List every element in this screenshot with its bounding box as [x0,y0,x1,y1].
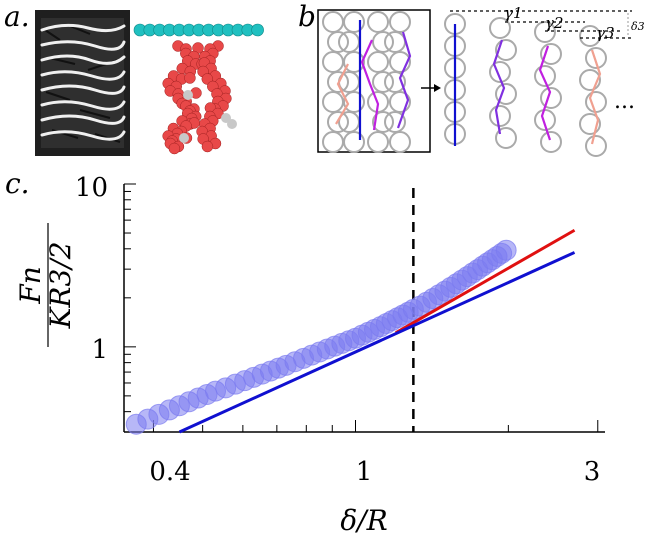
fit-line [178,251,576,434]
disc [495,39,517,61]
disc [540,43,562,65]
disc [327,31,349,53]
force-chain [335,63,350,125]
x-tick-label-3: 3 [584,457,601,487]
x-tick-label-0.4: 0.4 [149,457,190,487]
ghost-particle [227,119,237,129]
x-tick-label-1: 1 [356,457,373,487]
panel-a-simulation [133,23,264,155]
ghost-particle [183,90,193,100]
disc [489,105,511,127]
fit-line [394,228,576,335]
disc [579,113,601,135]
ellipsis: ... [614,89,635,114]
ghost-particle [179,133,189,143]
disc [495,127,517,149]
disc [540,131,562,153]
disc [540,87,562,109]
disc [579,25,601,47]
x-ticks [152,420,599,432]
panel-c-label: c. [5,167,30,200]
series-lines [178,228,576,434]
disc [534,21,556,43]
x-axis-label: δ/R [340,504,387,537]
data-point [495,239,517,261]
disc [372,111,394,133]
gamma2-label: γ2 [545,14,564,32]
plot-area [123,183,605,435]
gamma1-label: γ1 [504,4,523,22]
disc [489,61,511,83]
disc [327,71,349,93]
panel-b-gap-markers [450,10,632,39]
disc [389,11,411,33]
disc [585,135,607,157]
disc [367,131,389,153]
panel-b-arrow [421,84,441,92]
disc [585,47,607,69]
force-chain [492,39,506,135]
series-markers [125,239,517,435]
y-tick-label-1: 1 [91,335,108,365]
disc [579,69,601,91]
disc [389,131,411,153]
panel-a-photo [35,10,130,156]
disc [389,91,411,113]
force-chain [360,39,380,131]
disc [327,111,349,133]
disc [343,11,365,33]
y-tick-label-10: 10 [75,173,108,203]
plate-particle [251,23,264,37]
y-axis-label-numerator: Fn [14,266,47,304]
y-axis-label-denominator: KR3/2 [44,241,77,329]
y-ticks [124,183,136,413]
force-chain [588,49,602,145]
panel-a-label: a. [4,0,30,33]
disc [495,83,517,105]
gamma3-label: γ3 [596,24,615,42]
disc [343,91,365,113]
disc [367,11,389,33]
disc [384,111,406,133]
disc [384,71,406,93]
disc [389,51,411,73]
disc [343,131,365,153]
force-chain [538,45,552,141]
disc [489,17,511,39]
grain-particle [184,72,196,84]
disc [367,91,389,113]
y-axis-label: Fn KR3/2 [14,223,77,347]
disc [343,51,365,73]
disc [372,71,394,93]
delta3-label: δ3 [631,20,645,33]
force-chain [396,31,412,129]
disc [367,51,389,73]
grain-particle [168,142,181,155]
grain-particle [201,140,214,153]
panel-b-chains [335,20,602,146]
panel-b-discs [322,11,607,157]
disc [585,91,607,113]
disc [372,31,394,53]
disc [534,65,556,87]
